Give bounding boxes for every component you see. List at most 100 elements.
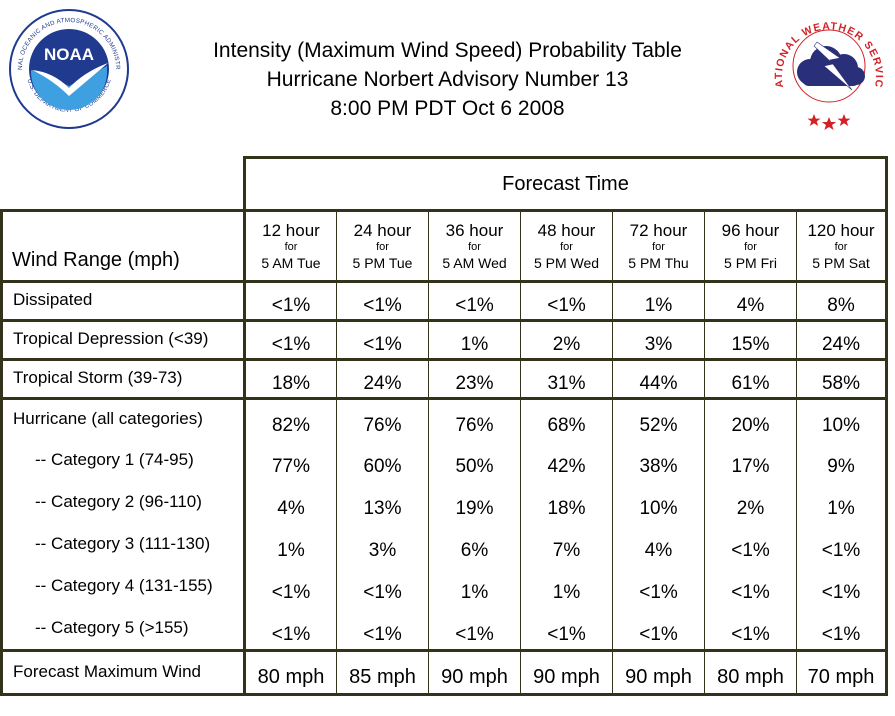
table-row-category-5: -- Category 5 (>155) <1% <1% <1% <1% <1%… (0, 608, 888, 652)
cell: <1% (612, 566, 705, 609)
cell: 1% (243, 524, 337, 567)
cell: 58% (796, 359, 888, 400)
cell: <1% (243, 281, 337, 322)
cell: 31% (520, 359, 613, 400)
cell: 8% (796, 281, 888, 322)
cell: 44% (612, 359, 705, 400)
cell: <1% (243, 320, 337, 361)
cell: 13% (336, 482, 429, 525)
cell: <1% (704, 566, 797, 609)
cell: 23% (428, 359, 521, 400)
cell: 20% (704, 398, 797, 441)
row-label-tropical-depression: Tropical Depression (<39) (0, 320, 245, 361)
column-header-12h: 12 hour for 5 AM Tue (243, 210, 337, 283)
title-line-2: Hurricane Norbert Advisory Number 13 (266, 68, 629, 91)
cell: 10% (612, 482, 705, 525)
table-row-category-3: -- Category 3 (111-130) 1% 3% 6% 7% 4% <… (0, 524, 888, 567)
nws-logo: NATIONAL WEATHER SERVICE (766, 0, 888, 132)
row-label-forecast-max-wind: Forecast Maximum Wind (0, 650, 245, 696)
probability-table-container: Forecast Time 12 hour for 5 AM Tue 24 ho… (0, 156, 888, 696)
cell: <1% (336, 608, 429, 652)
cell: 90 mph (520, 650, 613, 696)
row-label-category-4: -- Category 4 (131-155) (0, 566, 245, 609)
cell: 1% (796, 482, 888, 525)
cell: 42% (520, 440, 613, 483)
cell: 9% (796, 440, 888, 483)
cell: 4% (612, 524, 705, 567)
cell: <1% (243, 608, 337, 652)
column-header-24h: 24 hour for 5 PM Tue (336, 210, 429, 283)
cell: 18% (520, 482, 613, 525)
cell: 76% (336, 398, 429, 441)
row-label-dissipated: Dissipated (0, 281, 245, 322)
cell: 80 mph (243, 650, 337, 696)
cell: <1% (520, 608, 613, 652)
cell: 90 mph (612, 650, 705, 696)
cell: <1% (520, 281, 613, 322)
cell: 50% (428, 440, 521, 483)
noaa-logo: NATIONAL OCEANIC AND ATMOSPHERIC ADMINIS… (5, 3, 130, 130)
cell: 24% (796, 320, 888, 361)
cell: 90 mph (428, 650, 521, 696)
cell: 61% (704, 359, 797, 400)
stars-icon (807, 114, 851, 130)
table-row-forecast-max-wind: Forecast Maximum Wind 80 mph 85 mph 90 m… (0, 650, 888, 696)
cell: <1% (796, 566, 888, 609)
forecast-time-header: Forecast Time (243, 156, 888, 212)
cell: 60% (336, 440, 429, 483)
page-title: Intensity (Maximum Wind Speed) Probabili… (150, 36, 745, 123)
cell: 3% (612, 320, 705, 361)
cell: 1% (612, 281, 705, 322)
cell: 4% (704, 281, 797, 322)
cell: <1% (428, 608, 521, 652)
row-label-category-3: -- Category 3 (111-130) (0, 524, 245, 567)
cell: 38% (612, 440, 705, 483)
title-line-1: Intensity (Maximum Wind Speed) Probabili… (213, 39, 682, 62)
cell: <1% (336, 320, 429, 361)
row-label-tropical-storm: Tropical Storm (39-73) (0, 359, 245, 400)
cell: 18% (243, 359, 337, 400)
cell: 80 mph (704, 650, 797, 696)
cell: <1% (336, 281, 429, 322)
cell: 70 mph (796, 650, 888, 696)
table-row-tropical-storm: Tropical Storm (39-73) 18% 24% 23% 31% 4… (0, 359, 888, 400)
cell: 19% (428, 482, 521, 525)
column-header-96h: 96 hour for 5 PM Fri (704, 210, 797, 283)
row-label-hurricane-all: Hurricane (all categories) (0, 398, 245, 441)
lightning-bolt-icon (813, 41, 853, 91)
cell: 1% (520, 566, 613, 609)
cell: <1% (336, 566, 429, 609)
table-row-category-4: -- Category 4 (131-155) <1% <1% 1% 1% <1… (0, 566, 888, 609)
blank-corner (2, 158, 245, 211)
cell: 15% (704, 320, 797, 361)
column-header-36h: 36 hour for 5 AM Wed (428, 210, 521, 283)
forecast-time-header-row: Forecast Time (2, 156, 888, 212)
page-header: NATIONAL OCEANIC AND ATMOSPHERIC ADMINIS… (0, 0, 895, 150)
row-label-category-5: -- Category 5 (>155) (0, 608, 245, 652)
time-columns-row-bottom: Wind Range (mph) (0, 209, 887, 283)
column-header-48h: 48 hour for 5 PM Wed (520, 210, 613, 283)
column-header-72h: 72 hour for 5 PM Thu (612, 210, 705, 283)
cell: <1% (704, 608, 797, 652)
cell: 4% (243, 482, 337, 525)
cell: <1% (796, 608, 888, 652)
cell: 17% (704, 440, 797, 483)
cell: <1% (704, 524, 797, 567)
cell: 2% (520, 320, 613, 361)
table-row-category-2: -- Category 2 (96-110) 4% 13% 19% 18% 10… (0, 482, 888, 525)
table-row-tropical-depression: Tropical Depression (<39) <1% <1% 1% 2% … (0, 320, 888, 361)
cell: 24% (336, 359, 429, 400)
cell: <1% (243, 566, 337, 609)
cell: 2% (704, 482, 797, 525)
cell: <1% (428, 281, 521, 322)
cell: <1% (796, 524, 888, 567)
table-row-dissipated: Dissipated <1% <1% <1% <1% 1% 4% 8% (0, 281, 888, 322)
cell: 1% (428, 566, 521, 609)
table-row-category-1: -- Category 1 (74-95) 77% 60% 50% 42% 38… (0, 440, 888, 483)
cell: 6% (428, 524, 521, 567)
column-header-120h: 120 hour for 5 PM Sat (796, 210, 888, 283)
cell: 77% (243, 440, 337, 483)
row-label-category-2: -- Category 2 (96-110) (0, 482, 245, 525)
cell: 68% (520, 398, 613, 441)
cell: 82% (243, 398, 337, 441)
